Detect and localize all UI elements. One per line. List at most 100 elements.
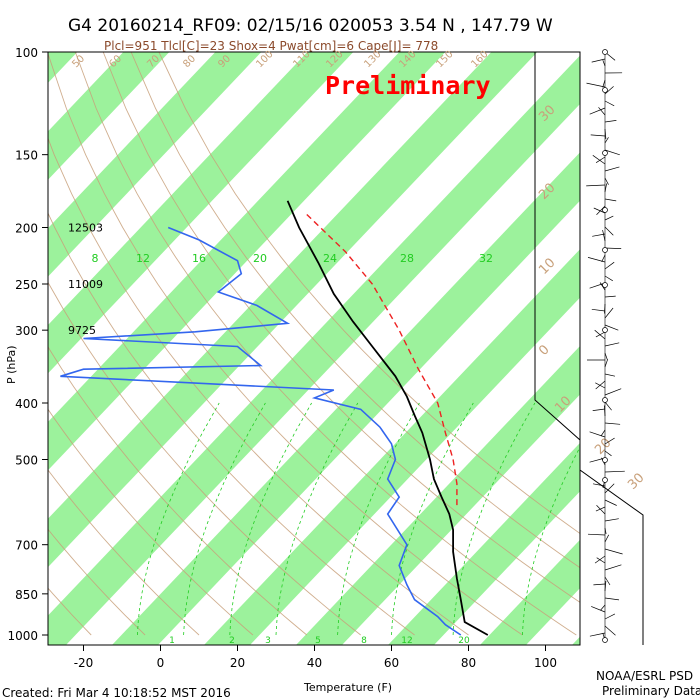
wind-panel-outline — [534, 52, 644, 645]
wind-barb — [600, 429, 606, 437]
wind-barb — [604, 358, 609, 368]
dry-adiabat-line — [102, 52, 580, 603]
wind-barb — [602, 79, 606, 88]
isotherm-band — [48, 52, 170, 180]
wind-barb — [595, 156, 606, 163]
mixing-ratio-label: 12 — [136, 252, 150, 265]
wind-barb-column — [534, 49, 644, 645]
wind-barb — [604, 564, 622, 571]
isotherm-label: 80 — [181, 53, 198, 70]
credit-line-1: NOAA/ESRL PSD — [596, 669, 693, 683]
mixing-ratio-layer — [137, 402, 580, 636]
y-tick-label: 100 — [15, 46, 38, 60]
dry-adiabat-line — [130, 52, 580, 569]
wind-barb — [604, 120, 617, 123]
wind-barb — [593, 207, 606, 214]
dry-adiabat-line — [48, 52, 523, 636]
isotherm-label: 30 — [625, 471, 647, 493]
wind-marker — [602, 207, 608, 213]
mixing-ratio-label: 20 — [253, 252, 267, 265]
wind-barb — [604, 275, 613, 282]
height-label: 12503 — [68, 222, 103, 235]
wind-barb — [604, 100, 615, 107]
isotherm-band — [572, 636, 580, 645]
wind-barb — [604, 183, 607, 193]
chart-subtitle: Plcl=951 Tlcl[C]=23 Shox=4 Pwat[cm]=6 Ca… — [104, 39, 438, 53]
isotherm-band — [664, 52, 700, 645]
mixing-ratio-line — [275, 402, 359, 636]
wind-barb — [591, 58, 606, 63]
y-tick-label: 400 — [15, 397, 38, 411]
wind-marker — [602, 477, 608, 483]
wind-barb — [604, 149, 620, 156]
wind-barb — [601, 254, 606, 262]
x-tick-label: 60 — [384, 656, 399, 670]
wind-barb — [604, 422, 621, 425]
y-tick-label: 200 — [15, 222, 38, 236]
wind-barb — [604, 580, 607, 592]
created-timestamp: Created: Fri Mar 4 10:18:52 MST 2016 — [2, 686, 231, 700]
wind-barb — [604, 342, 620, 347]
dry-adiabat-line — [48, 137, 469, 636]
bands-layer — [48, 52, 700, 645]
isotherm-band — [48, 52, 354, 374]
mixing-ratio-label: 32 — [479, 252, 493, 265]
wind-barb — [604, 527, 607, 535]
wind-barb — [604, 450, 612, 457]
wind-barb — [594, 329, 606, 340]
mixing-ratio-label: 20 — [458, 636, 470, 646]
wind-barb — [604, 483, 615, 494]
isotherm-band — [296, 346, 580, 645]
x-axis-label: Temperature (F) — [303, 681, 392, 694]
mixing-ratio-label: 1 — [169, 636, 175, 646]
wind-barb — [604, 401, 612, 411]
chart-title: G4 20160214_RF09: 02/15/16 020053 3.54 N… — [68, 16, 553, 36]
wind-marker — [602, 282, 608, 288]
mixing-ratio-label: 5 — [315, 636, 321, 646]
wind-barb — [596, 557, 606, 564]
wind-barb — [604, 437, 615, 445]
wind-marker — [602, 49, 608, 55]
profiles-layer — [60, 200, 489, 636]
wind-barb — [604, 226, 614, 236]
wind-barb — [604, 307, 614, 319]
dry-adiabat-line — [48, 281, 361, 636]
isotherm-band — [112, 152, 580, 645]
wind-barb — [604, 247, 622, 249]
wind-barb — [596, 205, 606, 216]
dry-adiabat-line — [158, 52, 580, 535]
wind-barb — [598, 107, 606, 116]
temperature-profile — [286, 200, 489, 636]
mixing-ratio-line — [391, 402, 474, 636]
wind-barb — [604, 295, 616, 298]
y-tick-label: 700 — [15, 539, 38, 553]
dry-adiabat-line — [48, 346, 308, 636]
wind-barb — [587, 533, 606, 536]
mixing-ratio-label: 3 — [265, 636, 271, 646]
wind-barb — [604, 548, 623, 555]
dry-adiabat-line — [74, 52, 577, 636]
wind-barb — [604, 177, 609, 185]
wind-barb — [604, 352, 608, 360]
wind-barb — [602, 230, 606, 242]
dry-adiabat-line — [48, 408, 254, 636]
wind-barb — [596, 504, 606, 515]
mixing-ratio-label: 28 — [400, 252, 414, 265]
mixing-ratio-line — [452, 402, 536, 636]
isotherm-label: 10 — [536, 256, 558, 278]
wind-barb — [600, 604, 606, 611]
dry-adiabat-line — [48, 587, 92, 636]
parcel-profile — [306, 213, 458, 506]
x-tick-label: 0 — [157, 656, 165, 670]
wind-barb — [604, 597, 620, 601]
wind-barb — [592, 155, 606, 165]
dry-adiabat-line — [48, 528, 146, 636]
wind-barb — [589, 632, 606, 637]
wind-barb — [604, 198, 617, 202]
wind-barb — [604, 137, 609, 144]
wind-barb — [595, 331, 606, 338]
dry-adiabats-layer — [48, 52, 580, 636]
wind-barb — [589, 431, 606, 438]
mixing-ratio-line — [183, 402, 266, 636]
